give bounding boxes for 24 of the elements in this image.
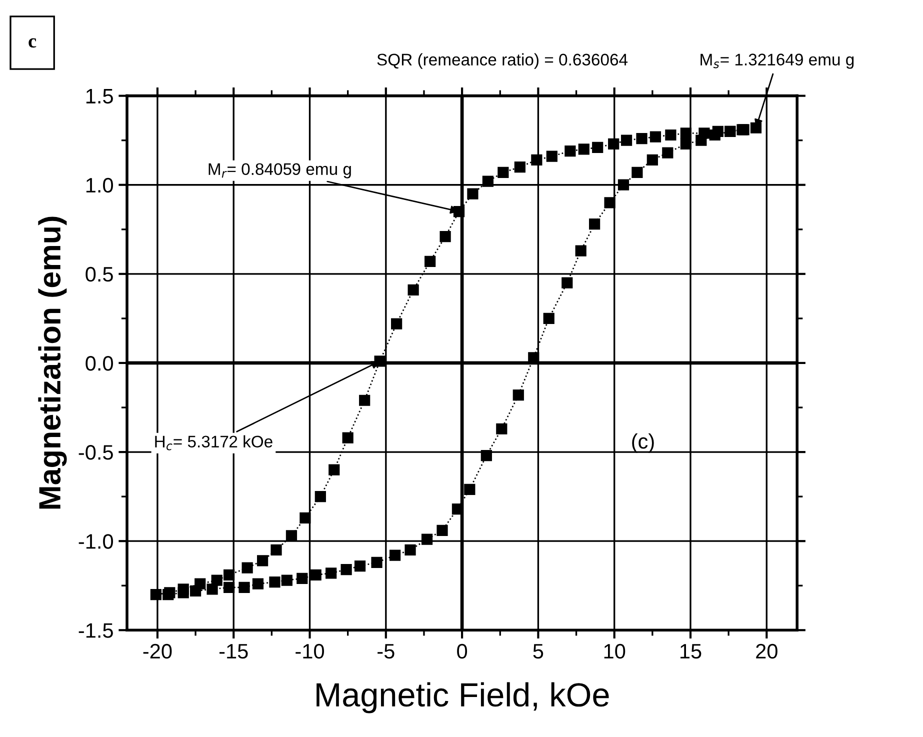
annotation: M$_{r}$= 0.84059 emu g [208, 163, 351, 178]
annotation: H$_{c}$= 5.3172 kOe [155, 435, 272, 450]
y-axis-title: Magnetization (emu) [38, 216, 67, 509]
y-tick-label: 1.0 [86, 178, 113, 193]
x-tick-label: 20 [756, 644, 778, 659]
y-tick-label: -1.5 [78, 623, 113, 638]
y-tick-label: 0.0 [86, 356, 113, 371]
y-tick-label: 0.5 [86, 266, 113, 282]
chart-title: c [28, 38, 36, 48]
y-tick-label: -1.0 [78, 534, 113, 549]
x-tick-label: 10 [604, 644, 626, 659]
x-tick-label: 5 [533, 644, 544, 659]
text: SQR (remeance ratio) = 0.636064 [377, 53, 628, 69]
x-tick-label: -10 [296, 644, 324, 659]
x-axis-title: Magnetic Field, kOe [316, 682, 609, 714]
x-tick-label: -20 [143, 644, 172, 659]
x-tick-label: -5 [378, 644, 394, 659]
y-tick-label: -0.5 [78, 445, 113, 460]
y-tick-label: 1.5 [86, 89, 113, 104]
annotation: M$_{s}$= 1.321649 emu g [700, 54, 854, 69]
x-tick-label: 0 [457, 644, 468, 659]
x-tick-label: 15 [680, 644, 702, 659]
x-tick-label: -15 [219, 644, 248, 659]
annotation: (c) [632, 433, 654, 453]
